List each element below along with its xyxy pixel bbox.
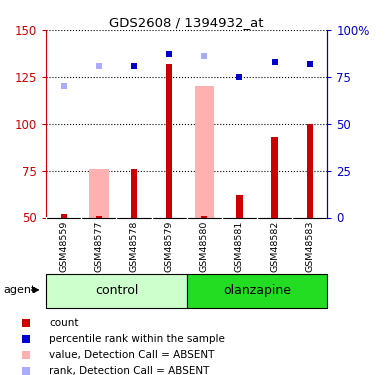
Text: olanzapine: olanzapine	[223, 284, 291, 297]
Text: GSM48559: GSM48559	[59, 220, 68, 272]
Bar	[89, 169, 109, 217]
FancyBboxPatch shape	[187, 274, 327, 308]
Bar	[271, 137, 278, 218]
Bar	[96, 216, 102, 217]
Bar	[60, 214, 67, 217]
Text: GSM48582: GSM48582	[270, 220, 279, 272]
Text: rank, Detection Call = ABSENT: rank, Detection Call = ABSENT	[49, 366, 209, 375]
Text: GSM48579: GSM48579	[165, 220, 174, 272]
Bar	[201, 216, 208, 217]
Text: GSM48583: GSM48583	[305, 220, 314, 272]
Text: count: count	[49, 318, 79, 328]
Text: control: control	[95, 284, 138, 297]
Text: GSM48577: GSM48577	[94, 220, 104, 272]
Text: agent: agent	[4, 285, 36, 295]
Bar	[166, 64, 172, 217]
Text: GSM48581: GSM48581	[235, 220, 244, 272]
Bar	[236, 195, 243, 217]
Text: value, Detection Call = ABSENT: value, Detection Call = ABSENT	[49, 350, 214, 360]
Text: GSM48578: GSM48578	[129, 220, 139, 272]
Text: GSM48580: GSM48580	[200, 220, 209, 272]
Title: GDS2608 / 1394932_at: GDS2608 / 1394932_at	[109, 16, 264, 29]
Bar	[306, 124, 313, 218]
Bar	[131, 169, 137, 217]
Bar	[195, 86, 214, 218]
Text: percentile rank within the sample: percentile rank within the sample	[49, 334, 225, 344]
FancyBboxPatch shape	[46, 274, 187, 308]
